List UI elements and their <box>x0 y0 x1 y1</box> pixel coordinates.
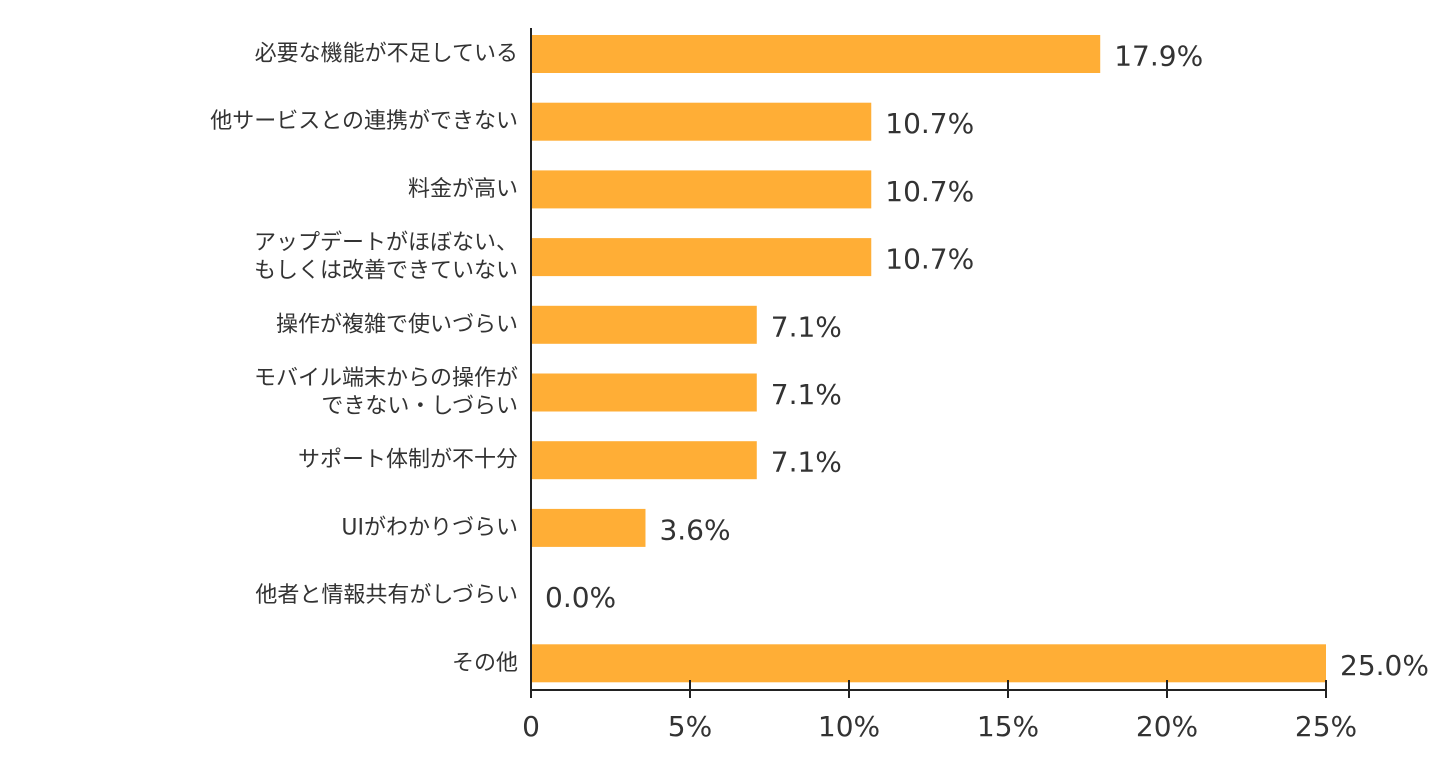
category-label: 他者と情報共有がしづらい <box>255 583 518 608</box>
category-label: その他 <box>452 651 518 676</box>
category-label: サポート体制が不十分 <box>298 448 518 473</box>
value-label: 0.0% <box>545 581 616 614</box>
bar <box>531 102 872 141</box>
bar <box>531 508 646 547</box>
value-label: 17.9% <box>1114 40 1203 73</box>
category-label: 操作が複雑で使いづらい <box>276 312 518 337</box>
bar <box>531 441 757 480</box>
category-labels-group: 必要な機能が不足している他サービスとの連携ができない料金が高いアップデートがほぼ… <box>210 42 518 676</box>
value-label: 7.1% <box>771 310 842 343</box>
x-tick-label: 5% <box>668 710 712 743</box>
category-label: UIがわかりづらい <box>341 515 518 540</box>
category-label: もしくは改善できていない <box>254 259 518 284</box>
category-label: モバイル端末からの操作が <box>254 366 518 391</box>
x-tick-label: 20% <box>1136 710 1198 743</box>
value-label: 25.0% <box>1340 649 1429 682</box>
category-label: アップデートがほぼない、 <box>254 231 518 256</box>
category-label: 他サービスとの連携ができない <box>210 109 518 134</box>
category-label: 料金が高い <box>408 177 518 202</box>
bar <box>531 373 757 412</box>
value-labels-group: 17.9% 10.7% 10.7% 10.7% 7.1% 7.1% 7.1% 3.6% 0.0%… <box>545 40 1429 682</box>
value-label: 10.7% <box>885 243 974 276</box>
bar <box>531 238 872 277</box>
bar <box>531 35 1101 73</box>
x-tick-label: 25% <box>1295 710 1357 743</box>
value-label: 10.7% <box>885 107 974 140</box>
axes-group: 0 5% 10% 15% 20% 25% <box>522 28 1357 743</box>
x-tick-label: 15% <box>977 710 1039 743</box>
category-label: できない・しづらい <box>321 394 518 419</box>
value-label: 3.6% <box>659 513 730 546</box>
bar <box>531 170 872 209</box>
bar <box>531 305 757 344</box>
bars-group <box>531 35 1326 683</box>
value-label: 7.1% <box>771 446 842 479</box>
x-tick-label: 10% <box>818 710 880 743</box>
value-label: 10.7% <box>885 175 974 208</box>
category-label: 必要な機能が不足している <box>255 42 518 67</box>
bar <box>531 644 1326 683</box>
x-tick-label: 0 <box>522 710 540 743</box>
value-label: 7.1% <box>771 378 842 411</box>
